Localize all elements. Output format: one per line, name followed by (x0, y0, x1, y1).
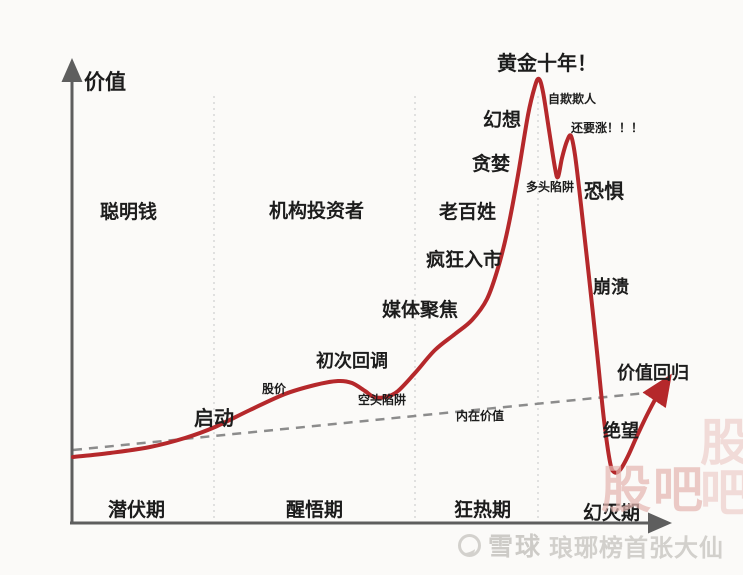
username-watermark-text: 琅琊榜首张大仙 (549, 534, 725, 562)
xueqiu-watermark-text: 雪球 (488, 533, 543, 561)
xueqiu-logo-icon (458, 533, 481, 557)
curve-annotation-13: 还要涨！！！ (571, 121, 644, 135)
curve-annotation-14: 多头陷阱 (526, 180, 575, 194)
curve-annotation-12: 自欺欺人 (548, 92, 597, 106)
curve-annotation-17: 价值回归 (617, 363, 689, 383)
guba-watermark: 股吧 (601, 462, 705, 518)
xueqiu-watermark: 雪球 琅琊榜首张大仙 (458, 527, 724, 563)
curve-annotation-2: 老百姓 (439, 202, 497, 223)
curve-annotation-18: 绝望 (603, 421, 639, 441)
curve-annotation-9: 黄金十年！ (497, 53, 597, 75)
curve-annotation-8: 启动 (194, 408, 234, 430)
phase-label-blowoff: 幻灭期 (583, 503, 641, 524)
phase-label-awareness: 醒悟期 (286, 500, 344, 521)
curve-annotation-16: 崩溃 (593, 277, 629, 297)
phase-label-mania: 狂热期 (454, 500, 512, 521)
curve-annotation-3: 疯狂入市 (426, 250, 503, 271)
curve-annotation-6: 股价 (262, 382, 287, 396)
curve-annotation-11: 贪婪 (472, 154, 511, 175)
curve-annotation-1: 机构投资者 (269, 201, 365, 222)
curve-annotation-7: 空头陷阱 (358, 393, 407, 407)
curve-annotation-10: 幻想 (483, 110, 522, 131)
curve-annotation-19: 内在价值 (456, 409, 505, 423)
y-axis-label: 价值 (84, 71, 126, 94)
curve-annotation-0: 聪明钱 (100, 202, 158, 223)
guba-watermark-clipped: 股吧 (700, 415, 743, 521)
curve-annotation-5: 初次回调 (316, 351, 388, 371)
curve-annotation-4: 媒体聚焦 (382, 300, 459, 321)
curve-annotation-15: 恐惧 (584, 181, 624, 203)
phase-label-stealth: 潜伏期 (108, 500, 166, 521)
